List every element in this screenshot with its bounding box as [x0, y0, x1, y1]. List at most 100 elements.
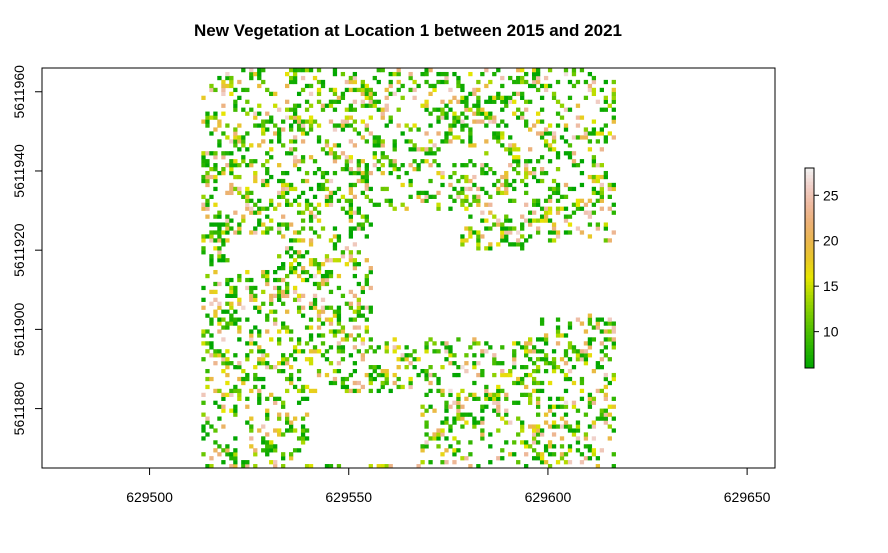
- raster-cell: [424, 345, 429, 350]
- raster-cell: [269, 392, 274, 398]
- raster-cell: [249, 230, 254, 235]
- raster-cell: [500, 99, 505, 104]
- raster-cell: [599, 448, 604, 453]
- raster-cell: [241, 139, 246, 144]
- raster-cell: [249, 436, 254, 441]
- raster-cell: [257, 345, 262, 350]
- raster-cell: [587, 87, 593, 93]
- raster-cell: [404, 357, 409, 362]
- raster-cell: [428, 111, 433, 116]
- raster-cell: [296, 254, 302, 259]
- raster-cell: [567, 376, 573, 382]
- raster-cell: [500, 174, 505, 180]
- raster-cell: [607, 238, 612, 243]
- raster-cell: [273, 293, 278, 298]
- legend-color-step: [805, 288, 814, 292]
- raster-cell: [500, 95, 505, 100]
- raster-cell: [225, 83, 230, 89]
- raster-cell: [424, 131, 429, 136]
- raster-cell: [205, 206, 210, 211]
- raster-cell: [217, 170, 222, 176]
- raster-cell: [468, 139, 473, 144]
- raster-cell: [559, 368, 565, 374]
- raster-cell: [444, 341, 449, 346]
- raster-cell: [492, 131, 497, 136]
- raster-cell: [480, 349, 485, 354]
- raster-cell: [217, 404, 222, 409]
- raster-cell: [261, 384, 266, 390]
- raster-cell: [396, 79, 401, 85]
- raster-cell: [237, 297, 242, 302]
- raster-cell: [448, 392, 453, 398]
- raster-cell: [464, 368, 469, 374]
- raster-cell: [535, 218, 541, 223]
- raster-cell: [408, 194, 413, 199]
- raster-cell: [603, 376, 608, 382]
- raster-cell: [364, 139, 369, 144]
- raster-cell: [416, 357, 421, 362]
- raster-cell: [432, 432, 437, 437]
- raster-cell: [543, 353, 549, 358]
- raster-cell: [551, 444, 557, 449]
- raster-cell: [336, 123, 342, 128]
- raster-cell: [229, 218, 234, 223]
- raster-cell: [416, 190, 421, 196]
- raster-cell: [472, 420, 477, 425]
- raster-cell: [261, 182, 266, 188]
- raster-cell: [524, 238, 529, 243]
- raster-cell: [221, 111, 226, 116]
- raster-cell: [257, 143, 262, 148]
- raster-cell: [599, 365, 604, 370]
- raster-cell: [364, 234, 369, 239]
- raster-cell: [400, 353, 405, 358]
- raster-cell: [408, 178, 413, 184]
- raster-cell: [444, 416, 449, 421]
- raster-cell: [292, 269, 298, 275]
- raster-cell: [388, 388, 393, 394]
- raster-cell: [273, 269, 278, 275]
- raster-cell: [480, 408, 485, 413]
- raster-cell: [488, 210, 493, 215]
- raster-cell: [611, 341, 616, 346]
- raster-cell: [504, 214, 509, 219]
- raster-cell: [607, 186, 612, 192]
- raster-cell: [253, 178, 258, 184]
- raster-cell: [304, 250, 310, 255]
- raster-cell: [320, 321, 326, 326]
- raster-cell: [603, 174, 608, 180]
- raster-cell: [356, 178, 361, 184]
- raster-cell: [312, 230, 318, 235]
- raster-cell: [364, 174, 369, 180]
- raster-cell: [603, 353, 608, 358]
- raster-cell: [332, 246, 338, 251]
- raster-cell: [607, 317, 612, 322]
- raster-cell: [508, 242, 513, 247]
- raster-cell: [424, 107, 429, 112]
- raster-cell: [543, 333, 549, 338]
- raster-cell: [348, 123, 354, 128]
- raster-cell: [480, 71, 485, 77]
- raster-cell: [269, 444, 274, 449]
- raster-cell: [340, 293, 346, 298]
- raster-cell: [424, 147, 429, 152]
- raster-cell: [316, 182, 322, 188]
- raster-cell: [201, 452, 206, 457]
- raster-cell: [352, 262, 358, 267]
- raster-cell: [312, 262, 318, 267]
- raster-cell: [364, 349, 369, 354]
- raster-cell: [512, 353, 517, 358]
- raster-cell: [547, 452, 553, 457]
- raster-cell: [432, 341, 437, 346]
- raster-cell: [281, 368, 286, 374]
- raster-cell: [281, 182, 286, 188]
- raster-cell: [575, 123, 581, 128]
- raster-cell: [436, 71, 441, 77]
- raster-cell: [611, 321, 616, 326]
- raster-cell: [524, 218, 529, 223]
- raster-cell: [300, 424, 306, 429]
- raster-cell: [460, 388, 465, 394]
- raster-cell: [484, 68, 489, 73]
- raster-cell: [512, 186, 517, 192]
- raster-cell: [436, 79, 441, 85]
- raster-cell: [500, 190, 505, 196]
